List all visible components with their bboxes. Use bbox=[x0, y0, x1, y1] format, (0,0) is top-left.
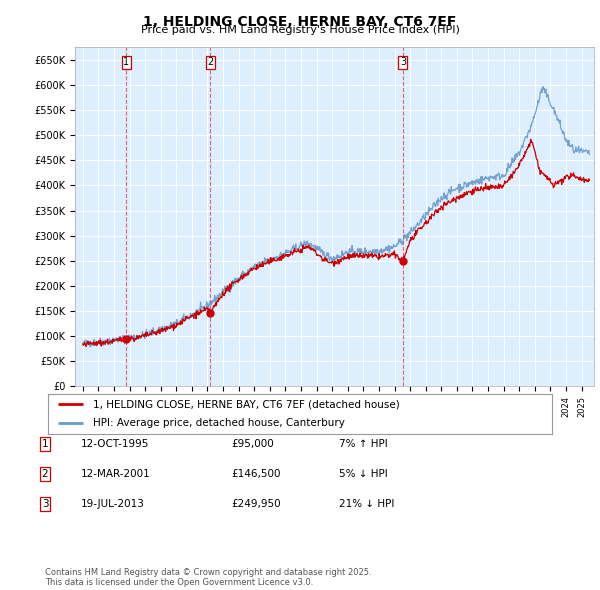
Text: HPI: Average price, detached house, Canterbury: HPI: Average price, detached house, Cant… bbox=[94, 418, 345, 428]
Text: Price paid vs. HM Land Registry's House Price Index (HPI): Price paid vs. HM Land Registry's House … bbox=[140, 25, 460, 35]
Text: 2: 2 bbox=[208, 57, 214, 67]
Text: 3: 3 bbox=[41, 499, 49, 509]
Text: 2: 2 bbox=[41, 469, 49, 478]
Text: 12-MAR-2001: 12-MAR-2001 bbox=[81, 469, 151, 478]
Text: 1: 1 bbox=[123, 57, 129, 67]
Text: £249,950: £249,950 bbox=[231, 499, 281, 509]
Text: 21% ↓ HPI: 21% ↓ HPI bbox=[339, 499, 394, 509]
Text: £146,500: £146,500 bbox=[231, 469, 281, 478]
Text: 12-OCT-1995: 12-OCT-1995 bbox=[81, 439, 149, 448]
Text: 19-JUL-2013: 19-JUL-2013 bbox=[81, 499, 145, 509]
Text: 1: 1 bbox=[41, 439, 49, 448]
Text: Contains HM Land Registry data © Crown copyright and database right 2025.
This d: Contains HM Land Registry data © Crown c… bbox=[45, 568, 371, 587]
Text: 1, HELDING CLOSE, HERNE BAY, CT6 7EF (detached house): 1, HELDING CLOSE, HERNE BAY, CT6 7EF (de… bbox=[94, 399, 400, 409]
Text: 7% ↑ HPI: 7% ↑ HPI bbox=[339, 439, 388, 448]
Text: 5% ↓ HPI: 5% ↓ HPI bbox=[339, 469, 388, 478]
Text: £95,000: £95,000 bbox=[231, 439, 274, 448]
Text: 1, HELDING CLOSE, HERNE BAY, CT6 7EF: 1, HELDING CLOSE, HERNE BAY, CT6 7EF bbox=[143, 15, 457, 29]
Text: 3: 3 bbox=[400, 57, 406, 67]
